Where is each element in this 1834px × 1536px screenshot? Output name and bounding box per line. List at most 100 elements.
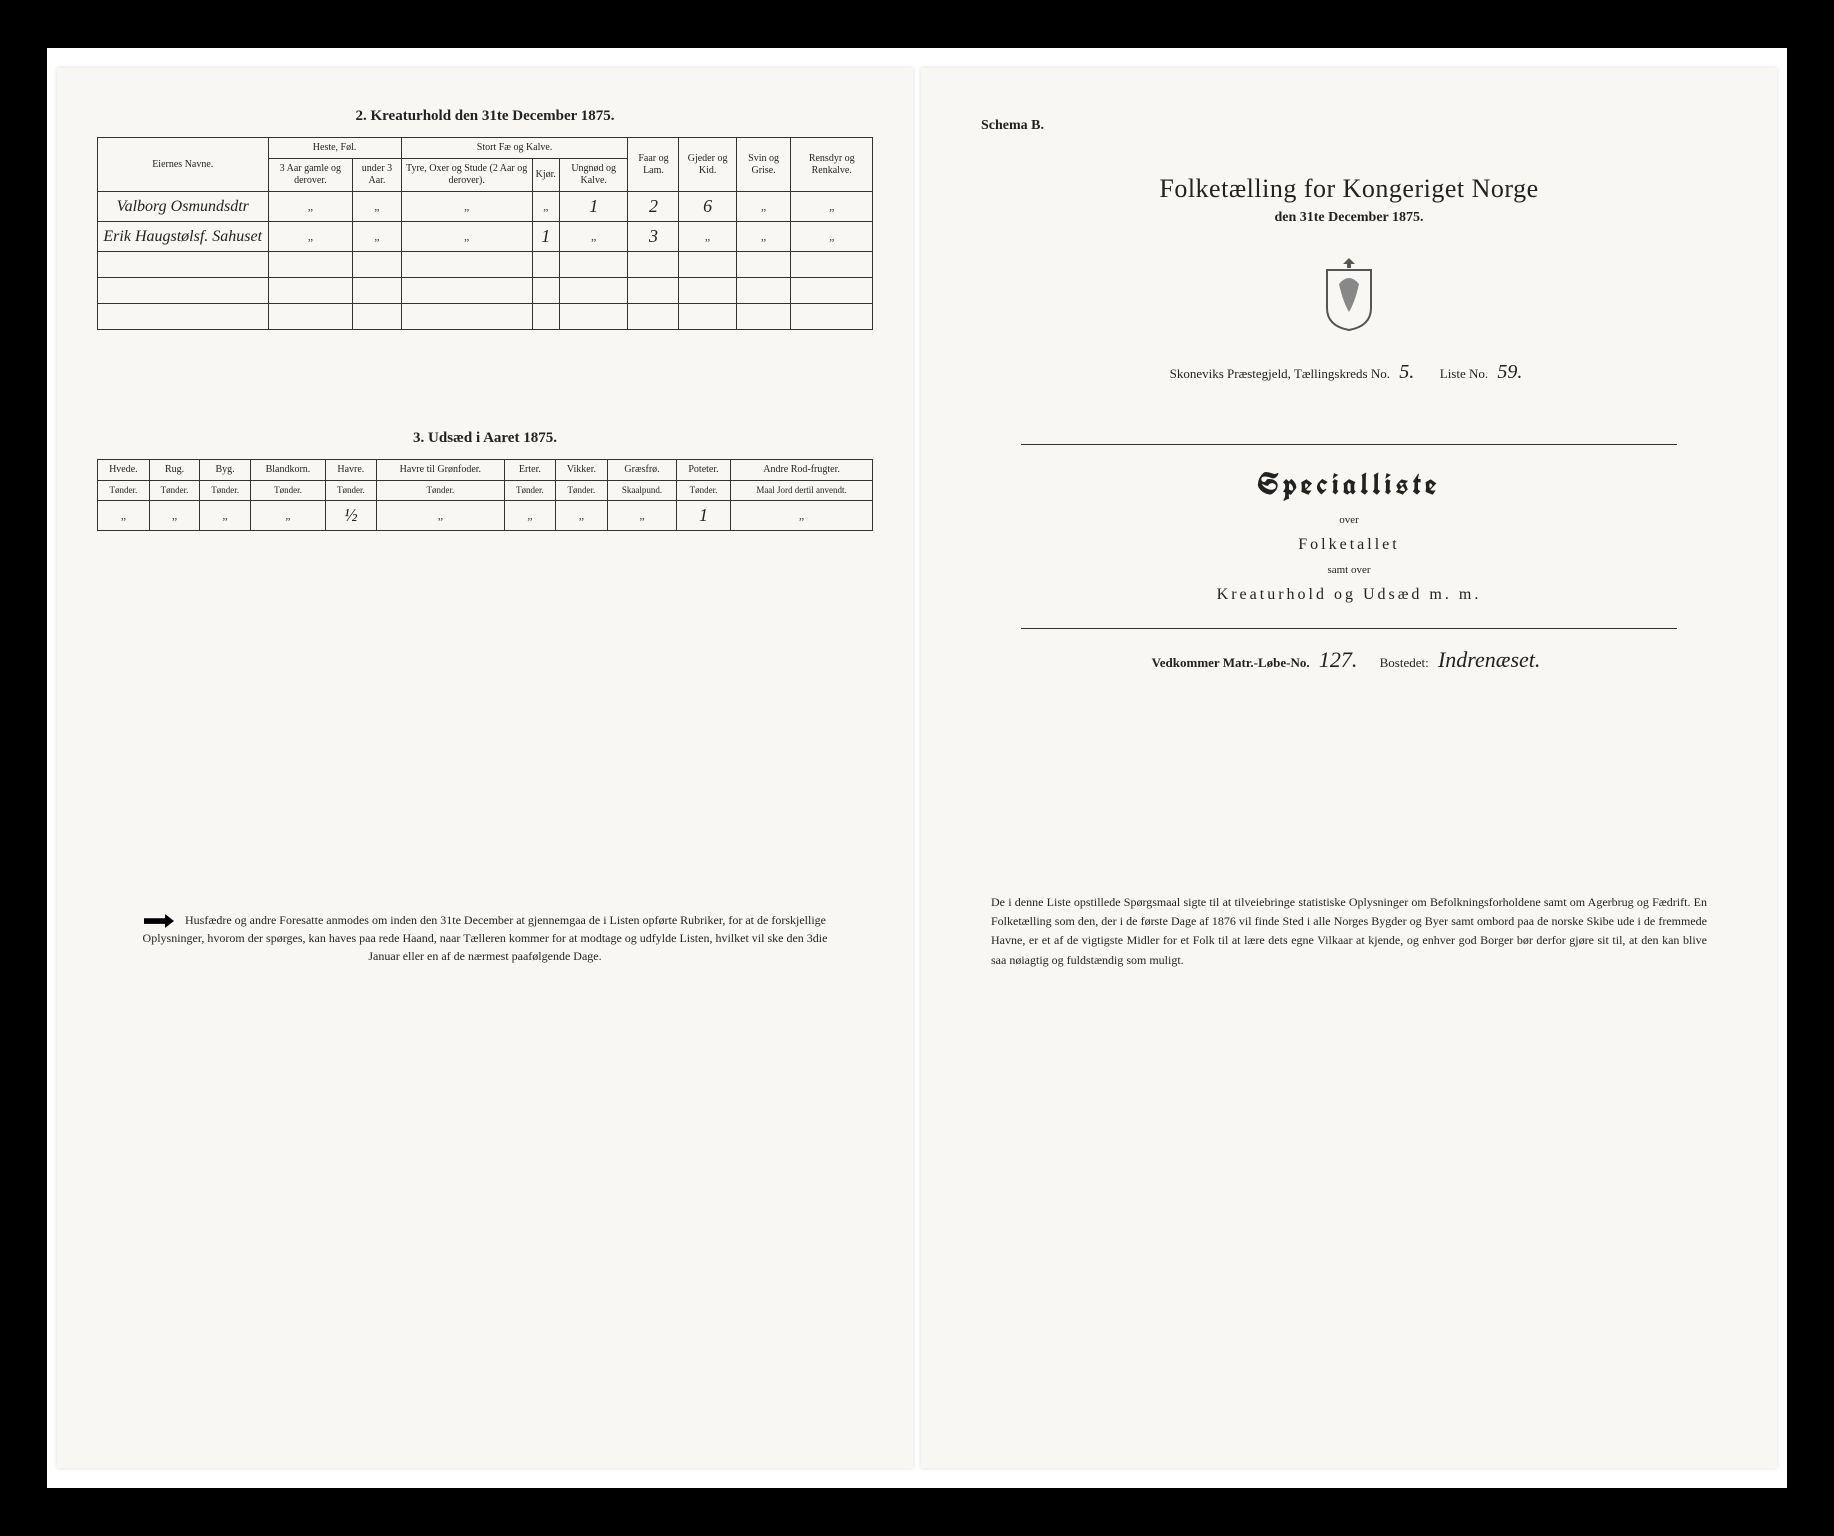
body-paragraph: De i denne Liste opstillede Spørgsmaal s… xyxy=(961,893,1737,970)
cell: „ xyxy=(559,222,628,252)
cell: 3 xyxy=(628,222,679,252)
col-unit: Tønder. xyxy=(505,481,556,501)
cell: „ xyxy=(353,192,401,222)
cell: „ xyxy=(401,222,532,252)
cell: „ xyxy=(791,192,873,222)
cell: „ xyxy=(268,192,353,222)
ved-lbl2: Bostedet: xyxy=(1380,655,1429,670)
ved-num: 127. xyxy=(1319,647,1358,672)
col-unit: Tønder. xyxy=(676,481,730,501)
cell: „ xyxy=(532,192,559,222)
table-kreaturhold: Eiernes Navne. Heste, Føl. Stort Fæ og K… xyxy=(97,137,873,330)
col-gjed: Gjeder og Kid. xyxy=(679,138,736,192)
cell: „ xyxy=(736,222,791,252)
cell: „ xyxy=(791,222,873,252)
col-unit: Tønder. xyxy=(376,481,505,501)
col-unit: Tønder. xyxy=(149,481,200,501)
samt: samt over xyxy=(961,564,1737,576)
col-header: Græsfrø. xyxy=(608,460,677,481)
col-unit: Tønder. xyxy=(555,481,608,501)
cell: „ xyxy=(200,500,251,530)
col-header: Erter. xyxy=(505,460,556,481)
col-header: Poteter. xyxy=(676,460,730,481)
left-page: 2. Kreaturhold den 31te December 1875. E… xyxy=(57,68,913,1468)
sub-date: den 31te December 1875. xyxy=(961,210,1737,226)
cell: 6 xyxy=(679,192,736,222)
col-header: Blandkorn. xyxy=(250,460,325,481)
meta-liste: 59. xyxy=(1497,361,1522,383)
footnote-text: Husfædre og andre Foresatte anmodes om i… xyxy=(143,913,828,963)
table-row xyxy=(98,252,873,278)
col-rens: Rensdyr og Renkalve. xyxy=(791,138,873,192)
meta-line: Skoneviks Præstegjeld, Tællingskreds No.… xyxy=(961,361,1737,384)
cell: „ xyxy=(98,500,150,530)
col-faar: Faar og Lam. xyxy=(628,138,679,192)
grp-stort: Stort Fæ og Kalve. xyxy=(401,138,628,159)
kreaturhold: Kreaturhold og Udsæd m. m. xyxy=(961,586,1737,604)
cell: 1 xyxy=(532,222,559,252)
cell: 1 xyxy=(559,192,628,222)
cell: „ xyxy=(608,500,677,530)
over: over xyxy=(961,514,1737,526)
cell: „ xyxy=(353,222,401,252)
col-header: Byg. xyxy=(200,460,251,481)
sub-stort1: Tyre, Oxer og Stude (2 Aar og derover). xyxy=(401,159,532,192)
sub-stort3: Ungnød og Kalve. xyxy=(559,159,628,192)
grp-heste: Heste, Føl. xyxy=(268,138,401,159)
col-unit: Tønder. xyxy=(326,481,377,501)
cell: 2 xyxy=(628,192,679,222)
specialliste: Specialliste xyxy=(961,465,1737,504)
cell: „ xyxy=(250,500,325,530)
owner-name: Valborg Osmundsdtr xyxy=(98,192,269,222)
table-row xyxy=(98,304,873,330)
footnote: Husfædre og andre Foresatte anmodes om i… xyxy=(97,911,873,965)
col-unit: Maal Jord dertil anvendt. xyxy=(731,481,873,501)
sub-heste2: under 3 Aar. xyxy=(353,159,401,192)
table-row: Valborg Osmundsdtr„„„„126„„ xyxy=(98,192,873,222)
col-eier: Eiernes Navne. xyxy=(98,138,269,192)
col-svin: Svin og Grise. xyxy=(736,138,791,192)
cell: „ xyxy=(505,500,556,530)
col-unit: Tønder. xyxy=(98,481,150,501)
col-unit: Tønder. xyxy=(250,481,325,501)
col-header: Hvede. xyxy=(98,460,150,481)
table-row xyxy=(98,278,873,304)
main-title: Folketælling for Kongeriget Norge xyxy=(961,174,1737,204)
col-header: Rug. xyxy=(149,460,200,481)
col-unit: Skaalpund. xyxy=(608,481,677,501)
document-spread: 2. Kreaturhold den 31te December 1875. E… xyxy=(47,48,1787,1488)
coat-of-arms-icon xyxy=(1319,256,1379,331)
table-row: Erik Haugstølsf. Sahuset„„„1„3„„„ xyxy=(98,222,873,252)
cell: „ xyxy=(731,500,873,530)
col-header: Vikker. xyxy=(555,460,608,481)
folketallet: Folketallet xyxy=(961,536,1737,554)
rule2 xyxy=(1021,628,1677,629)
schema-label: Schema B. xyxy=(981,118,1737,134)
cell: „ xyxy=(376,500,505,530)
right-page: Schema B. Folketælling for Kongeriget No… xyxy=(921,68,1777,1468)
rule xyxy=(1021,444,1677,445)
cell: „ xyxy=(555,500,608,530)
col-header: Andre Rod-frugter. xyxy=(731,460,873,481)
meta-kreds: 5. xyxy=(1399,361,1414,383)
cell: „ xyxy=(401,192,532,222)
owner-name: Erik Haugstølsf. Sahuset xyxy=(98,222,269,252)
table-udsaed: Hvede.Rug.Byg.Blandkorn.Havre.Havre til … xyxy=(97,459,873,531)
pointer-icon xyxy=(144,914,174,928)
cell: „ xyxy=(149,500,200,530)
section3-title: 3. Udsæd i Aaret 1875. xyxy=(97,430,873,447)
section2-title: 2. Kreaturhold den 31te December 1875. xyxy=(97,108,873,125)
cell: „ xyxy=(679,222,736,252)
sub-stort2: Kjør. xyxy=(532,159,559,192)
meta-liste-lbl: Liste No. xyxy=(1440,366,1488,381)
cell: „ xyxy=(268,222,353,252)
cell: ½ xyxy=(326,500,377,530)
vedkommer-line: Vedkommer Matr.-Løbe-No. 127. Bostedet: … xyxy=(961,647,1737,673)
col-header: Havre til Grønfoder. xyxy=(376,460,505,481)
col-unit: Tønder. xyxy=(200,481,251,501)
cell: 1 xyxy=(676,500,730,530)
ved-lbl1: Vedkommer Matr.-Løbe-No. xyxy=(1152,655,1310,670)
meta-prefix: Skoneviks Præstegjeld, Tællingskreds No. xyxy=(1170,366,1390,381)
sub-heste1: 3 Aar gamle og derover. xyxy=(268,159,353,192)
col-header: Havre. xyxy=(326,460,377,481)
